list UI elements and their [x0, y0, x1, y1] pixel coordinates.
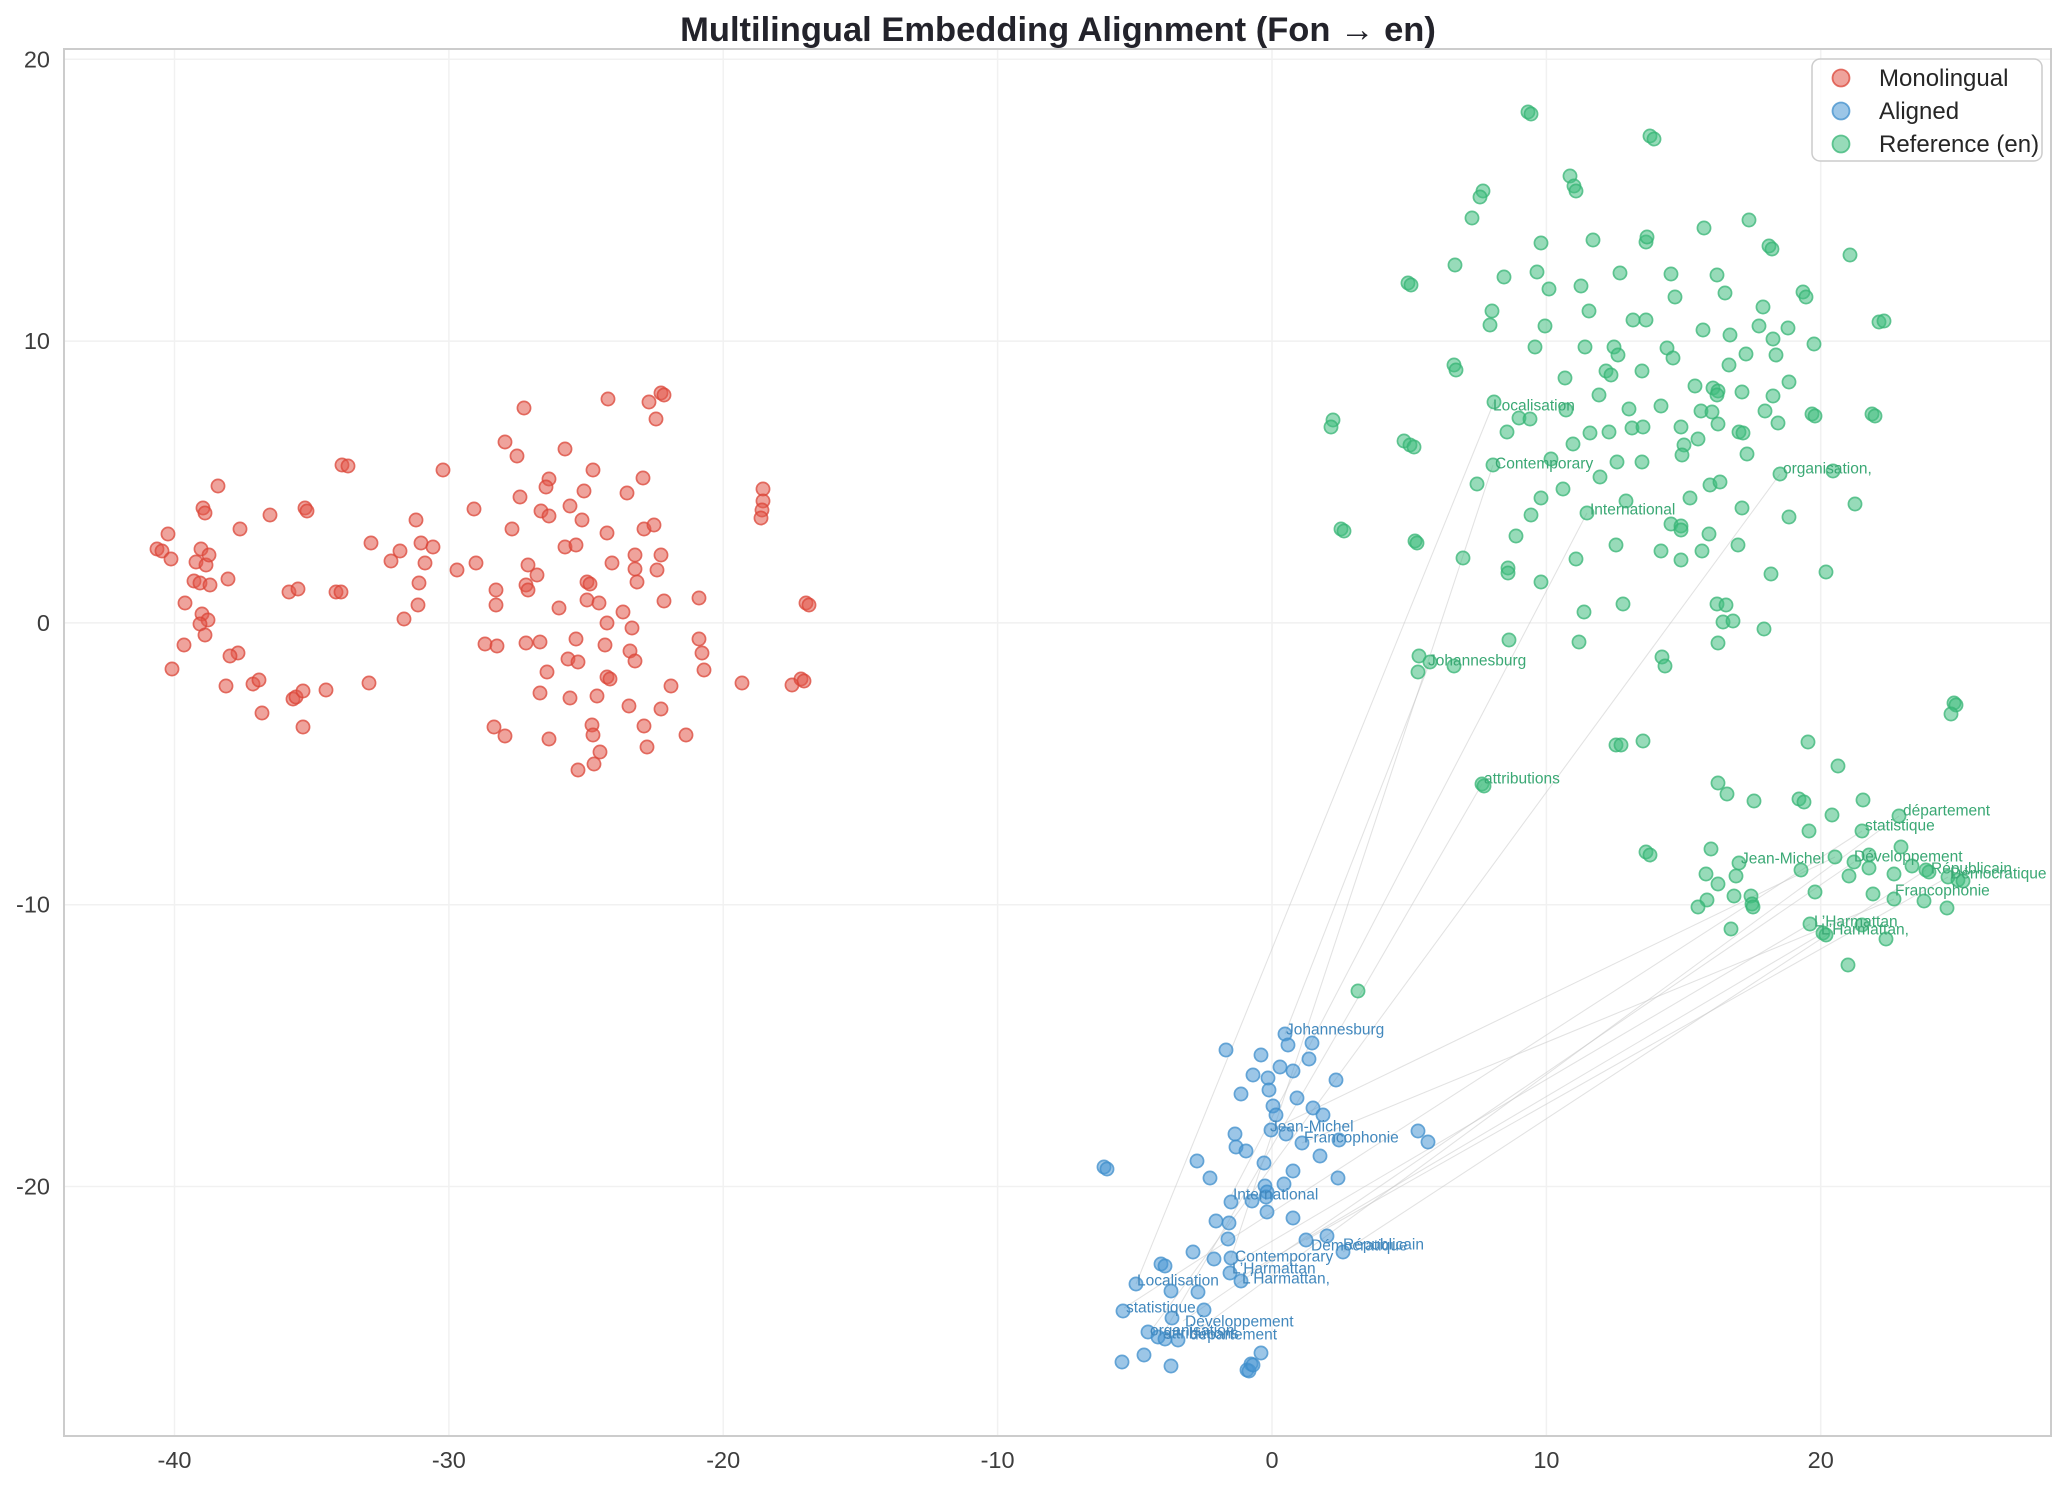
svg-text:Aligned: Aligned [1879, 98, 1959, 125]
svg-text:organisation,: organisation, [1783, 461, 1872, 478]
svg-text:-30: -30 [432, 1447, 466, 1473]
svg-text:département: département [1190, 1327, 1278, 1344]
svg-text:-40: -40 [158, 1447, 192, 1473]
svg-text:L’Harmattan: L’Harmattan [1814, 914, 1898, 931]
svg-text:10: 10 [24, 328, 50, 354]
svg-text:statistique: statistique [1865, 818, 1935, 835]
svg-text:L’Harmattan,: L’Harmattan, [1242, 1271, 1330, 1288]
svg-text:Monolingual: Monolingual [1879, 65, 2008, 92]
svg-text:Multilingual Embedding Alignme: Multilingual Embedding Alignment (Fon → … [680, 11, 1436, 49]
svg-text:attributions: attributions [1163, 1326, 1239, 1343]
svg-text:Contemporary: Contemporary [1495, 456, 1593, 473]
svg-text:Johannesburg: Johannesburg [1286, 1022, 1384, 1039]
svg-text:Francophonie: Francophonie [1895, 883, 1990, 900]
svg-text:Localisation: Localisation [1137, 1273, 1219, 1290]
svg-text:Jean-Michel: Jean-Michel [1741, 851, 1825, 868]
svg-text:10: 10 [1533, 1447, 1559, 1473]
svg-text:département: département [1903, 803, 1991, 820]
svg-text:International: International [1590, 502, 1675, 519]
svg-text:L’Harmattan,: L’Harmattan, [1821, 922, 1909, 939]
svg-text:Reference (en): Reference (en) [1879, 131, 2039, 158]
svg-text:Républicain: Républicain [1931, 861, 2012, 878]
svg-text:organisation,: organisation, [1150, 1323, 1239, 1340]
svg-text:-20: -20 [16, 1174, 50, 1200]
svg-text:attributions: attributions [1484, 771, 1560, 788]
svg-text:Développement: Développement [1854, 849, 1963, 866]
svg-text:Contemporary: Contemporary [1235, 1249, 1333, 1266]
svg-text:20: 20 [1808, 1447, 1834, 1473]
svg-text:statistique: statistique [1126, 1300, 1196, 1317]
svg-text:-10: -10 [981, 1447, 1015, 1473]
svg-text:Jean-Michel: Jean-Michel [1270, 1119, 1354, 1136]
svg-text:L’Harmattan: L’Harmattan [1232, 1261, 1316, 1278]
svg-text:Démocratique: Démocratique [1950, 866, 2047, 883]
svg-text:-10: -10 [16, 892, 50, 918]
svg-text:Républicain: Républicain [1343, 1237, 1424, 1254]
svg-text:Johannesburg: Johannesburg [1428, 653, 1526, 670]
svg-text:0: 0 [1265, 1447, 1278, 1473]
svg-text:20: 20 [24, 46, 50, 72]
svg-text:Démocratique: Démocratique [1311, 1238, 1408, 1255]
svg-text:Développement: Développement [1185, 1314, 1294, 1331]
svg-text:International: International [1233, 1187, 1318, 1204]
svg-text:0: 0 [37, 610, 50, 636]
svg-text:-20: -20 [706, 1447, 740, 1473]
svg-text:Francophonie: Francophonie [1304, 1130, 1399, 1147]
svg-text:Localisation: Localisation [1493, 398, 1575, 415]
